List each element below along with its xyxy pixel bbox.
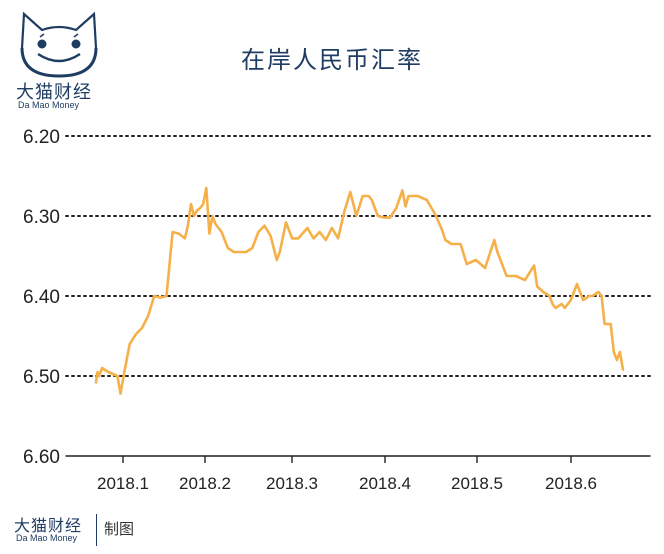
cat-face-icon — [20, 11, 98, 78]
series-line — [94, 186, 625, 395]
footer-credit: 制图 — [104, 521, 135, 538]
x-tick-label: 2018.5 — [451, 474, 503, 493]
x-tick-label: 2018.4 — [359, 474, 411, 493]
x-tick-label: 2018.1 — [97, 474, 149, 493]
brand-name-cn: 大猫财经 — [16, 82, 92, 102]
chart-plot: 6.20 6.30 6.40 6.50 6.60 2018.1 2018.2 2018.3 20… — [23, 127, 651, 493]
y-tick-label: 6.20 — [23, 127, 60, 148]
y-tick-label: 6.40 — [23, 287, 60, 308]
y-tick-label: 6.60 — [23, 447, 60, 468]
y-tick-label: 6.30 — [23, 207, 60, 228]
brand-logo: 大猫财经 Da Mao Money — [14, 8, 134, 110]
x-tick-label: 2018.3 — [266, 474, 318, 493]
y-tick-label: 6.50 — [23, 367, 60, 388]
chart-title: 在岸人民币汇率 — [241, 46, 423, 74]
x-tick-label: 2018.6 — [545, 474, 597, 493]
x-tick-label: 2018.2 — [179, 474, 231, 493]
footer-brand-cn: 大猫财经 — [14, 518, 83, 535]
brand-name-en: Da Mao Money — [18, 100, 80, 110]
footer-divider — [96, 514, 97, 546]
footer-brand-en: Da Mao Money — [16, 533, 78, 543]
